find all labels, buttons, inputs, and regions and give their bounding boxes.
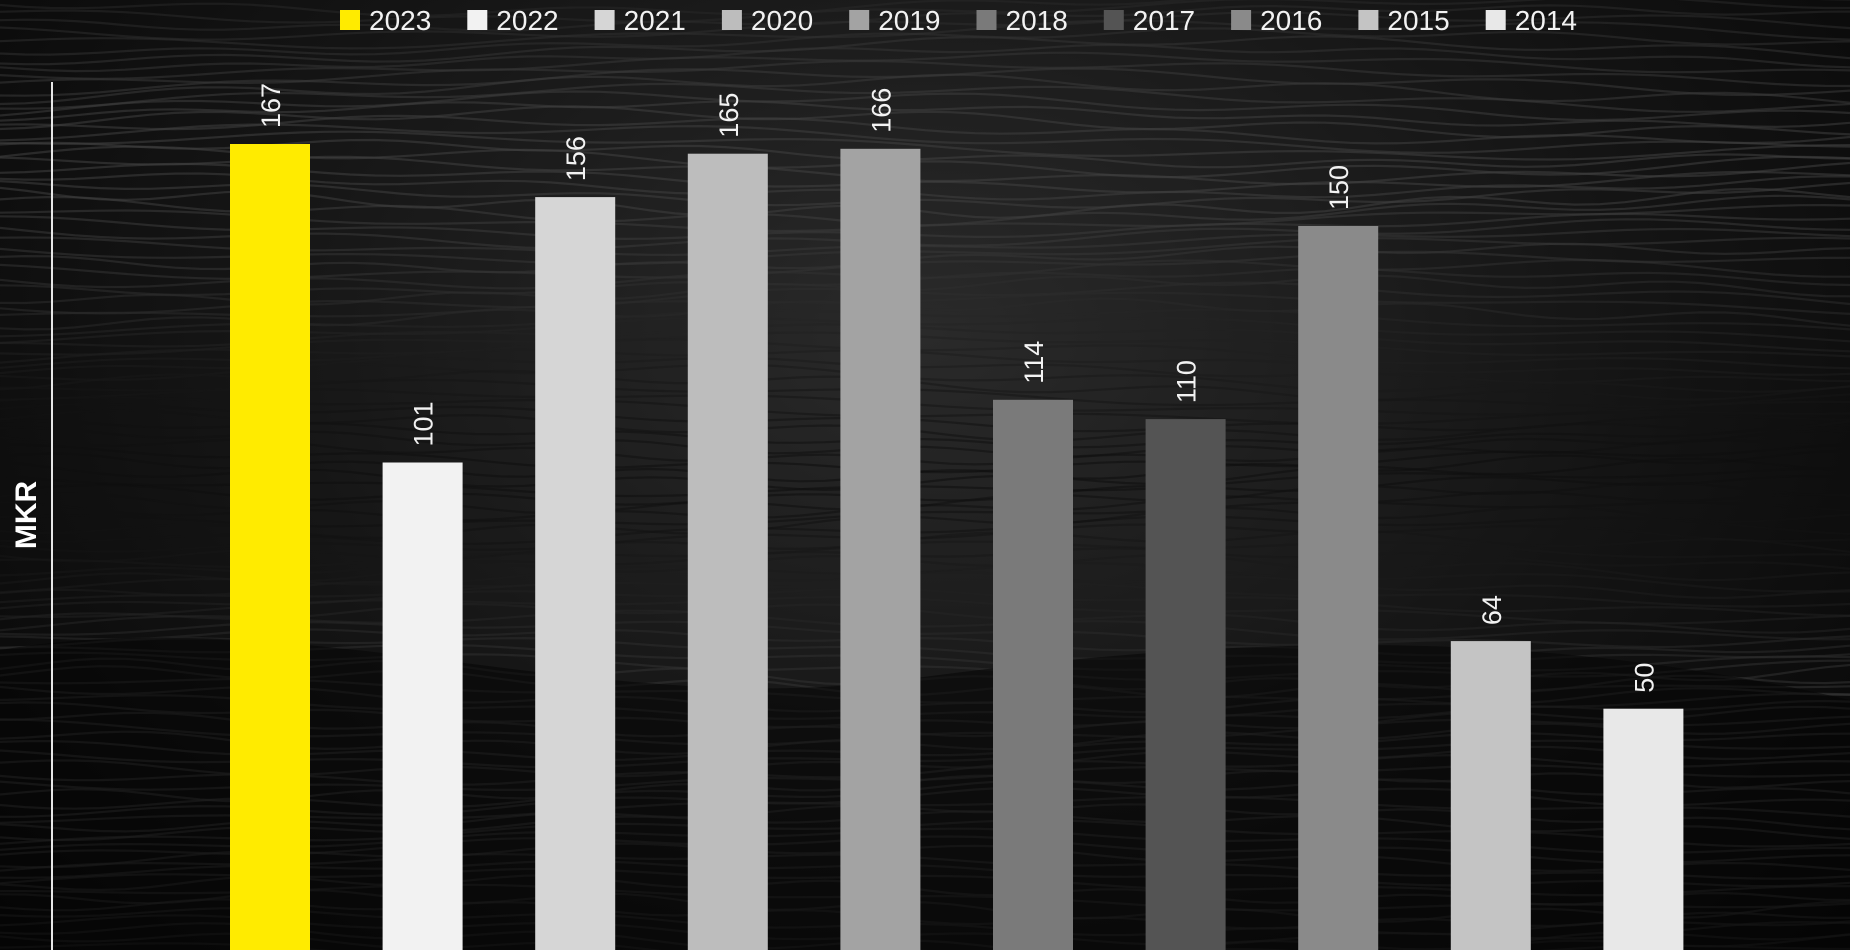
legend-swatch-2023: [340, 10, 360, 30]
texture-wave-line: [0, 114, 1850, 145]
legend-label-2015: 2015: [1387, 5, 1449, 36]
data-label-2017: 110: [1172, 360, 1202, 403]
legend-swatch-2018: [976, 10, 997, 30]
legend-label-2022: 2022: [496, 5, 558, 36]
texture-wave-line: [0, 43, 1850, 73]
bar-2017: [1145, 419, 1226, 950]
data-label-2022: 101: [409, 401, 439, 446]
legend-swatch-2014: [1485, 10, 1506, 30]
texture-wave-line: [0, 130, 1850, 161]
texture-wave-line: [0, 11, 1850, 41]
legend-label-2019: 2019: [878, 5, 940, 36]
texture-wave-line: [0, 82, 1850, 113]
bar-2014: [1603, 708, 1684, 950]
texture-wave-line: [0, 123, 1850, 154]
texture-wave-line: [0, 100, 1850, 129]
data-label-2015: 64: [1477, 595, 1507, 625]
bar-2015: [1450, 641, 1531, 950]
texture-wave-line: [0, 73, 1850, 106]
texture-wave-line: [0, 4, 1850, 32]
bars-group: [230, 144, 1684, 950]
value-labels-group: 167 101 156 165 166 114 110 150 64 50: [256, 83, 1659, 693]
texture-wave-line: [0, 35, 1850, 66]
texture-wave-line: [0, 90, 1850, 122]
bar-2023: [230, 144, 310, 950]
bar-2019: [840, 148, 921, 950]
legend-label-2018: 2018: [1006, 5, 1068, 36]
texture-wave-line: [0, 0, 1850, 17]
legend-label-2020: 2020: [751, 5, 813, 36]
data-label-2019: 166: [866, 88, 896, 133]
data-label-2014: 50: [1629, 663, 1659, 693]
data-label-2018: 114: [1019, 341, 1049, 384]
data-label-2023: 167: [256, 83, 286, 128]
data-label-2020: 165: [714, 93, 744, 138]
bar-2020: [687, 153, 768, 950]
bar-2018: [993, 399, 1073, 950]
legend: 2023 2022 2021 2020 2019 2018 2017 2016 2015 2014: [340, 5, 1577, 36]
legend-label-2016: 2016: [1260, 5, 1322, 36]
legend-swatch-2016: [1231, 10, 1252, 30]
legend-swatch-2015: [1358, 10, 1379, 30]
bar-2022: [382, 462, 463, 950]
data-label-2016: 150: [1324, 165, 1354, 210]
data-label-2021: 156: [561, 136, 591, 181]
legend-swatch-2017: [1103, 10, 1124, 30]
texture-wave-line: [0, 138, 1850, 169]
legend-swatch-2022: [467, 10, 488, 30]
y-axis-title: MKR: [10, 481, 43, 550]
bar-2021: [535, 197, 616, 950]
legend-label-2021: 2021: [624, 5, 686, 36]
legend-label-2017: 2017: [1133, 5, 1195, 36]
legend-label-2014: 2014: [1515, 5, 1577, 36]
bar-2016: [1298, 226, 1379, 950]
texture-wave-line: [0, 51, 1850, 80]
legend-label-2023: 2023: [369, 5, 431, 36]
texture-wave-line: [0, 27, 1850, 56]
legend-swatch-2019: [849, 10, 870, 30]
legend-swatch-2021: [594, 10, 615, 30]
texture-wave-line: [0, 0, 1850, 24]
legend-swatch-2020: [721, 10, 742, 30]
